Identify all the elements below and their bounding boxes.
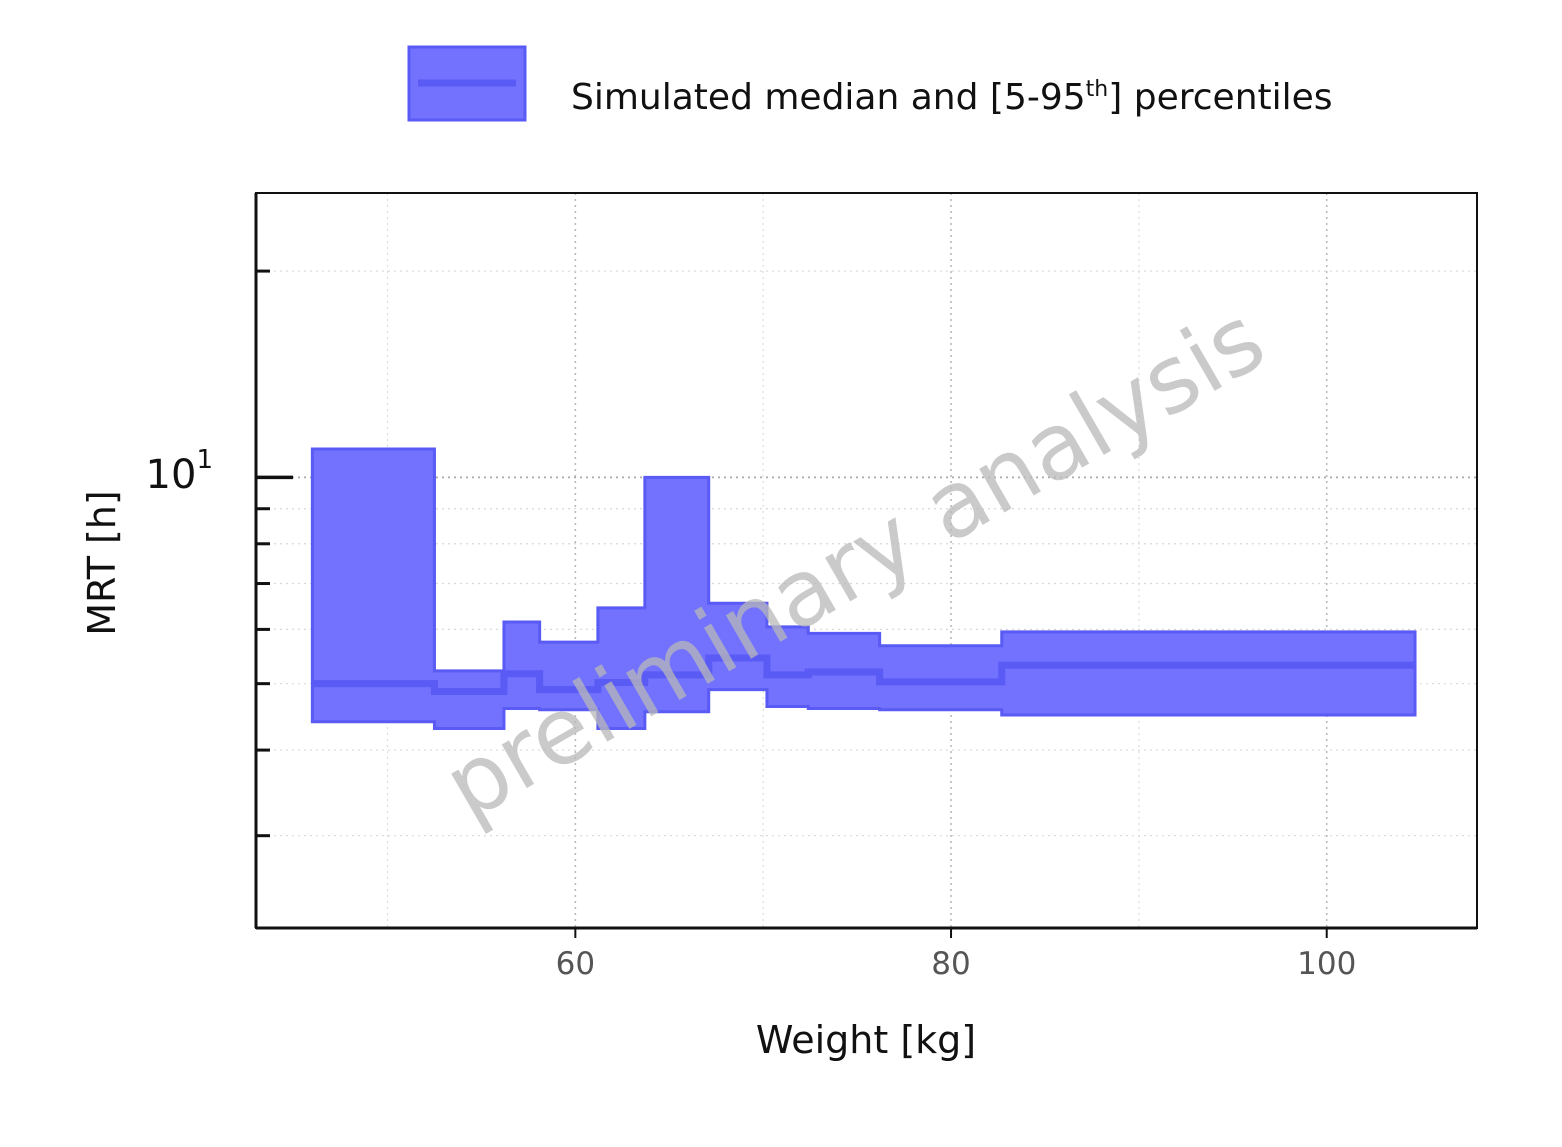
y-tick-label-base: 10	[146, 452, 197, 498]
x-ticks: 60 80 100	[556, 928, 1357, 982]
x-tick-label: 80	[931, 946, 970, 982]
legend-label: Simulated median and [5-95th] percentile…	[571, 77, 1333, 118]
y-tick-label-exponent: 1	[196, 445, 213, 475]
plot-area: preliminary analysis	[256, 193, 1477, 928]
legend-label-prefix: Simulated median and [5-95	[571, 77, 1086, 118]
x-tick-label: 60	[556, 946, 595, 982]
y-axis-title: MRT [h]	[80, 490, 124, 635]
x-tick-label: 100	[1297, 946, 1356, 982]
legend-label-sup: th	[1086, 77, 1109, 102]
legend-label-suffix: ] percentiles	[1108, 77, 1332, 118]
x-axis-title: Weight [kg]	[756, 1018, 976, 1062]
legend: Simulated median and [5-95th] percentile…	[409, 47, 1333, 120]
y-tick-label-major: 101	[146, 445, 213, 498]
